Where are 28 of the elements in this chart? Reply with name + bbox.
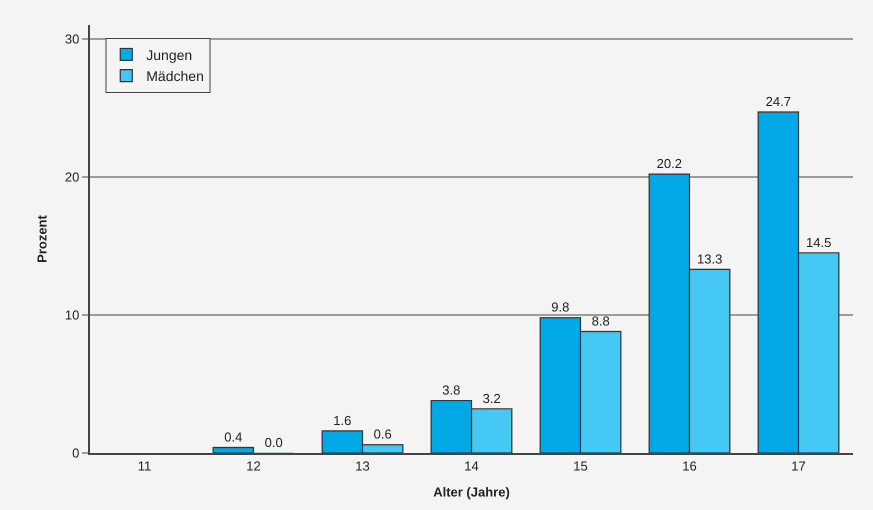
data-label: 14.5 (806, 234, 832, 250)
y-axis-title: Prozent (34, 214, 50, 263)
x-axis-title: Alter (Jahre) (433, 484, 510, 500)
x-tick-label: 14 (464, 458, 479, 474)
data-label: 0.0 (264, 435, 283, 450)
x-tick-label: 16 (682, 458, 697, 474)
x-tick-label: 15 (573, 458, 588, 474)
data-label: 1.6 (333, 412, 352, 428)
data-label: 0.6 (374, 426, 392, 442)
legend-label: Jungen (146, 46, 192, 63)
y-tick-label: 10 (64, 307, 80, 322)
x-tick-label: 11 (138, 458, 152, 474)
y-tick-label: 0 (72, 446, 80, 461)
x-tick-label: 13 (355, 458, 370, 474)
data-label: 8.8 (592, 314, 610, 328)
bar (212, 446, 254, 453)
y-tick-label: 30 (64, 31, 80, 46)
data-label: 13.3 (697, 251, 722, 266)
data-label: 9.8 (551, 300, 570, 315)
data-label: 24.7 (766, 94, 791, 109)
x-tick-label: 17 (791, 458, 806, 474)
x-tick-label: 12 (246, 458, 261, 474)
data-label: 20.2 (656, 156, 682, 172)
data-label: 3.2 (482, 390, 501, 406)
data-label: 0.4 (224, 429, 242, 444)
data-label: 3.8 (442, 382, 460, 398)
y-tick-label: 20 (64, 169, 80, 184)
legend-label: Mädchen (146, 68, 204, 84)
